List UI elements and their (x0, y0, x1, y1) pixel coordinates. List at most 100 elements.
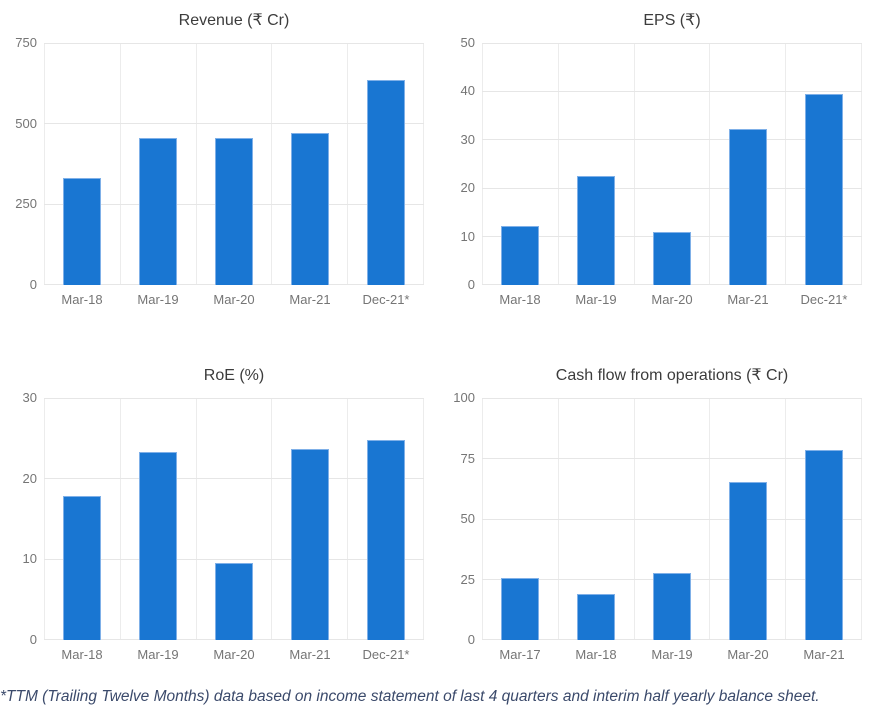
bar-Dec-21*[interactable] (367, 80, 405, 285)
y-tick-label: 0 (29, 632, 37, 647)
x-tick-label: Mar-20 (651, 292, 693, 307)
v-gridline (557, 43, 559, 285)
x-tick-label: Mar-18 (575, 647, 617, 662)
h-gridline (44, 558, 424, 560)
v-gridline (423, 43, 424, 285)
y-tick-label: 10 (460, 228, 475, 244)
x-tick-label: Mar-18 (61, 292, 103, 307)
y-tick-label: 75 (460, 450, 475, 466)
x-tick-label: Mar-18 (499, 292, 541, 307)
bar-Mar-20[interactable] (653, 231, 691, 285)
chart-title: Cash flow from operations (₹ Cr) (555, 367, 789, 384)
x-tick-label: Mar-19 (137, 292, 179, 307)
h-gridline (482, 139, 862, 141)
bar-Mar-21[interactable] (805, 450, 843, 640)
bar-Mar-19[interactable] (139, 452, 177, 640)
h-gridline (482, 43, 862, 44)
y-tick-label: 500 (15, 115, 37, 131)
chart-body: 0 25 50 75 100 Mar-17 Mar-18 Mar-19 Mar-20 Mar-2… (438, 390, 876, 667)
bar-Mar-20[interactable] (215, 138, 253, 285)
plot-column: Mar-18 Mar-19 Mar-20 Mar-21 Dec-21* (482, 43, 862, 312)
bar-Mar-18[interactable] (501, 226, 539, 285)
h-gridline (482, 398, 862, 399)
plot-area (482, 398, 862, 640)
y-tick-label: 20 (460, 180, 475, 196)
x-axis-labels: Mar-17 Mar-18 Mar-19 Mar-20 Mar-21 (482, 647, 862, 667)
v-gridline (347, 398, 349, 640)
h-gridline (44, 398, 424, 399)
y-tick-label: 30 (460, 131, 475, 147)
x-tick-label: Mar-19 (575, 292, 617, 307)
chart-body: 0 10 20 30 40 50 Mar-18 Mar-19 Mar-20 Mar-21 Dec-… (438, 35, 876, 312)
y-tick-label: 25 (460, 571, 475, 587)
x-tick-label: Mar-19 (137, 647, 179, 662)
bar-Mar-18[interactable] (63, 177, 101, 285)
y-tick-label: 0 (467, 632, 475, 647)
y-axis-labels: 0 250 500 750 (0, 35, 44, 292)
x-tick-label: Mar-20 (213, 647, 255, 662)
bar-Mar-19[interactable] (139, 137, 177, 285)
v-gridline (271, 43, 273, 285)
y-tick-label: 50 (460, 35, 475, 50)
x-tick-label: Mar-18 (61, 647, 103, 662)
bar-Mar-21[interactable] (729, 128, 767, 285)
y-tick-label: 50 (460, 511, 475, 526)
bar-Mar-21[interactable] (291, 133, 329, 285)
v-gridline (195, 43, 197, 285)
v-gridline (119, 43, 121, 285)
y-tick-label: 10 (22, 551, 37, 567)
v-gridline (44, 43, 45, 285)
x-tick-label: Dec-21* (362, 647, 410, 662)
v-gridline (861, 43, 862, 285)
h-gridline (482, 518, 862, 520)
y-axis-labels: 0 10 20 30 (0, 390, 44, 647)
h-gridline (44, 123, 424, 125)
y-tick-label: 250 (15, 196, 37, 212)
plot-column: Mar-18 Mar-19 Mar-20 Mar-21 Dec-21* (44, 43, 424, 312)
h-gridline (482, 187, 862, 189)
x-tick-label: Mar-21 (289, 292, 331, 307)
h-gridline (482, 458, 862, 460)
plot-area (44, 43, 424, 285)
y-axis-labels: 0 25 50 75 100 (438, 390, 482, 647)
bar-Mar-18[interactable] (63, 496, 101, 640)
h-gridline (482, 91, 862, 93)
x-tick-label: Mar-21 (803, 647, 845, 662)
x-tick-label: Mar-21 (727, 292, 769, 307)
chart-cashflow: Cash flow from operations (₹ Cr) 0 25 50 75… (438, 355, 876, 685)
v-gridline (633, 43, 635, 285)
bar-Mar-18[interactable] (577, 594, 615, 640)
x-tick-label: Mar-20 (727, 647, 769, 662)
chart-roe: RoE (%) 0 10 20 30 Mar-18 Mar-19 Mar-20 Mar-21… (0, 355, 438, 685)
chart-revenue: Revenue (₹ Cr) 0 250 500 750 Mar-18 Mar-19 Ma… (0, 0, 438, 330)
x-axis-labels: Mar-18 Mar-19 Mar-20 Mar-21 Dec-21* (482, 292, 862, 312)
bar-Dec-21*[interactable] (805, 93, 843, 285)
v-gridline (271, 398, 273, 640)
x-tick-label: Dec-21* (800, 292, 848, 307)
y-tick-label: 40 (460, 83, 475, 99)
v-gridline (709, 43, 711, 285)
plot-column: Mar-18 Mar-19 Mar-20 Mar-21 Dec-21* (44, 398, 424, 667)
bar-Mar-17[interactable] (501, 578, 539, 640)
plot-area (482, 43, 862, 285)
h-gridline (44, 478, 424, 480)
y-tick-label: 750 (15, 35, 37, 50)
chart-title: RoE (%) (203, 367, 265, 384)
h-gridline (44, 43, 424, 44)
bar-Mar-19[interactable] (577, 176, 615, 285)
v-gridline (44, 398, 45, 640)
x-tick-label: Mar-17 (499, 647, 541, 662)
chart-eps: EPS (₹) 0 10 20 30 40 50 Mar-18 Mar-19 Mar-20 Ma… (438, 0, 876, 330)
plot-column: Mar-17 Mar-18 Mar-19 Mar-20 Mar-21 (482, 398, 862, 667)
y-tick-label: 100 (453, 390, 475, 405)
chart-body: 0 250 500 750 Mar-18 Mar-19 Mar-20 Mar-21 Dec-2… (0, 35, 438, 312)
y-tick-label: 30 (22, 390, 37, 405)
bar-Mar-20[interactable] (215, 562, 253, 640)
bar-Mar-19[interactable] (653, 572, 691, 640)
bar-Dec-21*[interactable] (367, 439, 405, 640)
bar-Mar-20[interactable] (729, 481, 767, 640)
bar-Mar-21[interactable] (291, 448, 329, 640)
y-tick-label: 0 (29, 277, 37, 292)
v-gridline (482, 43, 483, 285)
